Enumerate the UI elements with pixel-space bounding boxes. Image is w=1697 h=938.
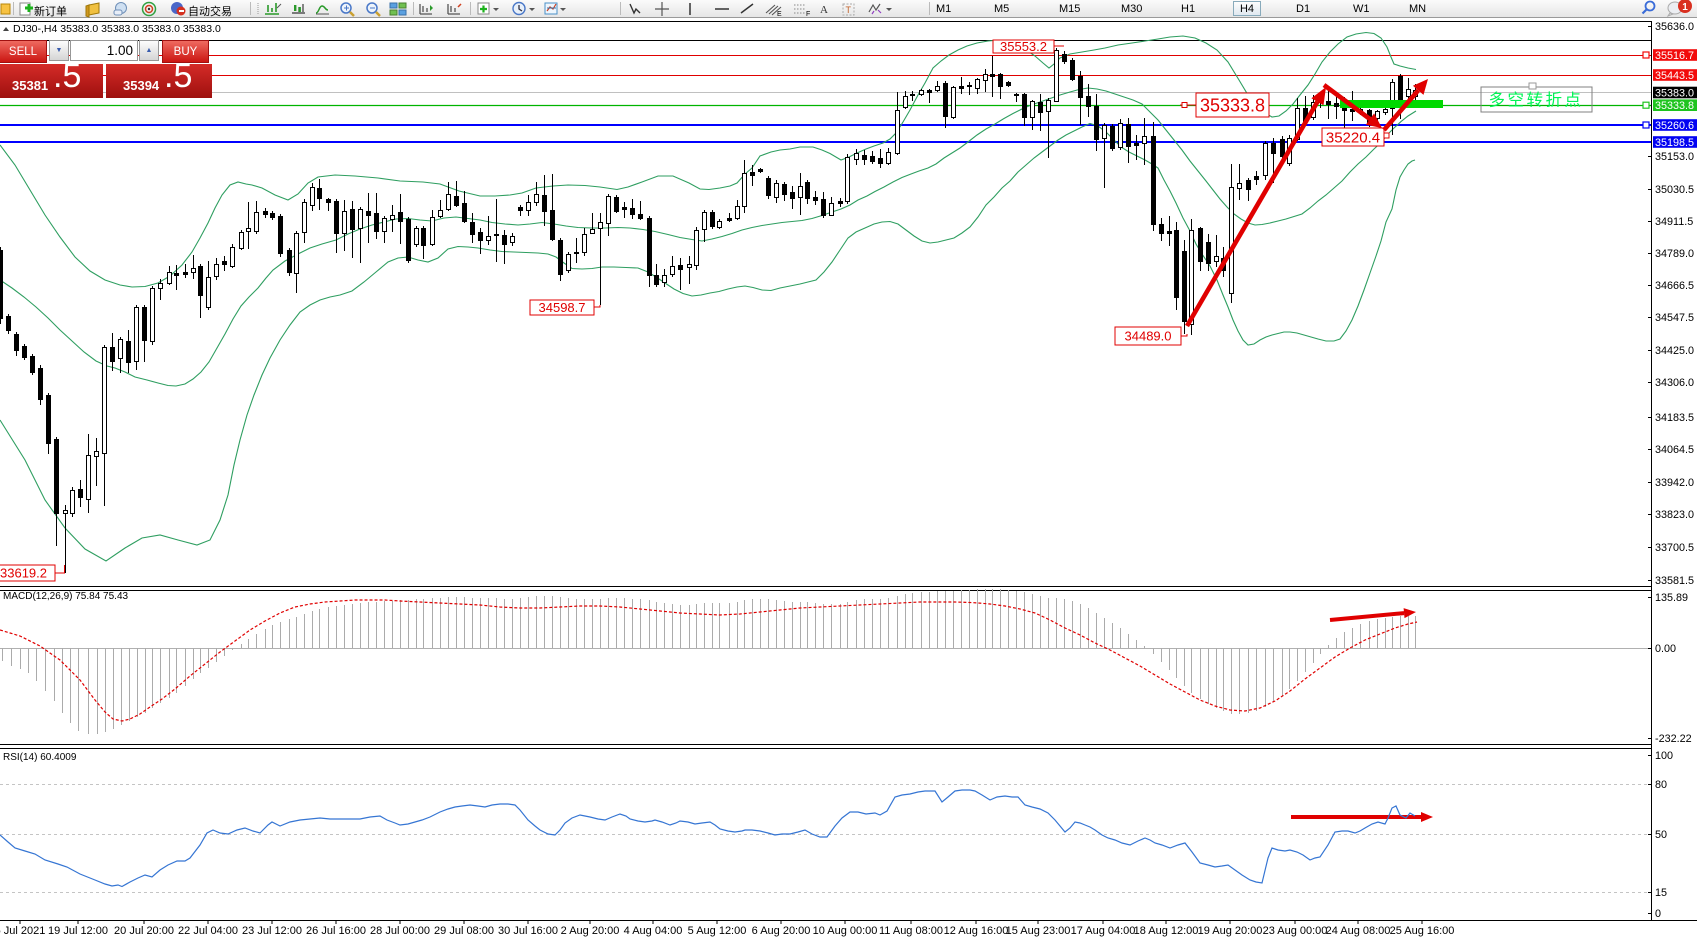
- svg-text:23 Aug 00:00: 23 Aug 00:00: [1263, 925, 1328, 937]
- svg-text:F: F: [806, 11, 810, 18]
- svg-text:0: 0: [1655, 908, 1661, 920]
- svg-text:35333.8: 35333.8: [1655, 100, 1694, 112]
- svg-text:35333.8: 35333.8: [1200, 96, 1265, 116]
- svg-text:25 Aug 16:00: 25 Aug 16:00: [1390, 925, 1455, 937]
- svg-text:17 Aug 04:00: 17 Aug 04:00: [1071, 925, 1136, 937]
- svg-text:34547.5: 34547.5: [1655, 312, 1694, 324]
- svg-text:5 Aug 12:00: 5 Aug 12:00: [688, 925, 747, 937]
- svg-text:33823.0: 33823.0: [1655, 509, 1694, 521]
- svg-text:24 Aug 08:00: 24 Aug 08:00: [1326, 925, 1391, 937]
- svg-text:34489.0: 34489.0: [1125, 329, 1172, 344]
- svg-text:E: E: [777, 11, 782, 18]
- svg-text:100: 100: [1655, 750, 1673, 762]
- svg-text:12 Aug 16:00: 12 Aug 16:00: [944, 925, 1009, 937]
- svg-text:33942.0: 33942.0: [1655, 477, 1694, 489]
- svg-text:6 Jul 2021: 6 Jul 2021: [0, 925, 45, 937]
- svg-text:2 Aug 20:00: 2 Aug 20:00: [561, 925, 620, 937]
- svg-text:35443.5: 35443.5: [1655, 70, 1694, 82]
- svg-text:35220.4: 35220.4: [1326, 129, 1380, 146]
- svg-text:34789.0: 34789.0: [1655, 248, 1694, 260]
- svg-text:15: 15: [1655, 887, 1667, 899]
- svg-text:34306.0: 34306.0: [1655, 377, 1694, 389]
- svg-text:20 Jul 20:00: 20 Jul 20:00: [114, 925, 174, 937]
- svg-text:135.89: 135.89: [1655, 592, 1688, 604]
- svg-text:RSI(14) 60.4009: RSI(14) 60.4009: [3, 752, 77, 763]
- svg-text:26 Jul 16:00: 26 Jul 16:00: [306, 925, 366, 937]
- svg-text:35198.5: 35198.5: [1655, 137, 1694, 149]
- svg-text:34911.5: 34911.5: [1655, 216, 1693, 228]
- svg-text:35553.2: 35553.2: [1000, 39, 1047, 54]
- svg-text:MACD(12,26,9) 75.84 75.43: MACD(12,26,9) 75.84 75.43: [3, 591, 129, 602]
- svg-text:50: 50: [1655, 829, 1667, 841]
- svg-text:35636.0: 35636.0: [1655, 21, 1694, 33]
- svg-text:19 Aug 20:00: 19 Aug 20:00: [1198, 925, 1263, 937]
- svg-text:0.00: 0.00: [1655, 643, 1676, 655]
- svg-text:33700.5: 33700.5: [1655, 542, 1694, 554]
- svg-text:33619.2: 33619.2: [0, 566, 47, 581]
- svg-text:15 Aug 23:00: 15 Aug 23:00: [1006, 925, 1071, 937]
- svg-text:34064.5: 34064.5: [1655, 444, 1694, 456]
- svg-text:23 Jul 12:00: 23 Jul 12:00: [242, 925, 302, 937]
- svg-text:6 Aug 20:00: 6 Aug 20:00: [752, 925, 811, 937]
- svg-text:35030.5: 35030.5: [1655, 184, 1694, 196]
- svg-text:DJ30-,H4 35383.0 35383.0 3538: DJ30-,H4 35383.0 35383.0 35383.0 35383.0: [13, 23, 221, 35]
- svg-text:11 Aug 08:00: 11 Aug 08:00: [879, 925, 943, 937]
- svg-text:34598.7: 34598.7: [539, 300, 586, 315]
- svg-text:18 Aug 12:00: 18 Aug 12:00: [1134, 925, 1199, 937]
- svg-text:22 Jul 04:00: 22 Jul 04:00: [178, 925, 238, 937]
- svg-text:29 Jul 08:00: 29 Jul 08:00: [434, 925, 494, 937]
- svg-text:80: 80: [1655, 779, 1667, 791]
- svg-text:28 Jul 00:00: 28 Jul 00:00: [370, 925, 430, 937]
- svg-text:4 Aug 04:00: 4 Aug 04:00: [624, 925, 683, 937]
- svg-text:35153.0: 35153.0: [1655, 151, 1694, 163]
- svg-text:34425.0: 34425.0: [1655, 345, 1694, 357]
- svg-text:35260.6: 35260.6: [1655, 120, 1694, 132]
- svg-text:-232.22: -232.22: [1655, 733, 1692, 745]
- svg-text:34666.5: 34666.5: [1655, 280, 1694, 292]
- svg-text:多空转折点: 多空转折点: [1489, 91, 1584, 110]
- svg-text:T: T: [846, 5, 852, 15]
- svg-text:10 Aug 00:00: 10 Aug 00:00: [813, 925, 878, 937]
- svg-text:34183.5: 34183.5: [1655, 412, 1694, 424]
- svg-text:1: 1: [1682, 2, 1688, 13]
- svg-text:30 Jul 16:00: 30 Jul 16:00: [498, 925, 558, 937]
- svg-text:A: A: [820, 4, 828, 16]
- svg-text:33581.5: 33581.5: [1655, 575, 1694, 587]
- svg-text:35516.7: 35516.7: [1655, 50, 1694, 62]
- svg-text:19 Jul 12:00: 19 Jul 12:00: [48, 925, 108, 937]
- svg-text:35383.0: 35383.0: [1655, 88, 1694, 100]
